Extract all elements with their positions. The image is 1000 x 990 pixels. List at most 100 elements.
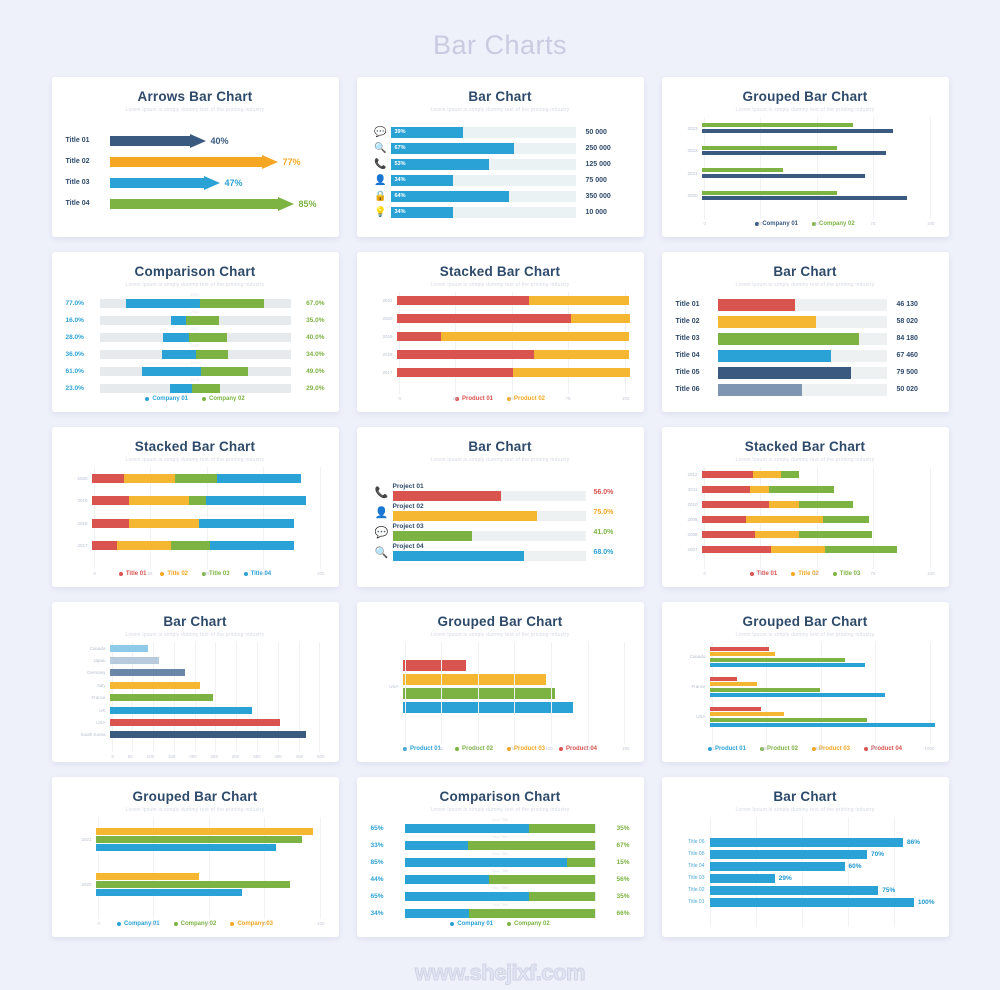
watermark: www.shejixf.com — [414, 960, 586, 986]
card-grouped-bar-chart-companies[interactable]: Grouped Bar Chart Lorem Ipsum is simply … — [51, 777, 339, 937]
legend-item[interactable]: Company 02 — [812, 221, 855, 227]
bar-value: 60% — [848, 862, 862, 870]
charts-grid: Arrows Bar Chart Lorem Ipsum is simply d… — [0, 71, 1000, 946]
bar-fill — [109, 731, 307, 739]
legend-item[interactable]: Title 03 — [202, 571, 230, 577]
category-label: Your Title — [491, 868, 509, 873]
legend-item[interactable]: Product 03 — [507, 746, 545, 752]
legend-item[interactable]: Company 02 — [507, 921, 550, 927]
card-title: Arrows Bar Chart — [137, 89, 253, 104]
chart-area: 💬 39% 50 000 🔍 67% 250 000 📞 53% 125 000… — [371, 117, 630, 227]
bar-fill — [709, 873, 775, 883]
table-row: USA — [66, 718, 325, 726]
seg-product-01 — [396, 314, 572, 324]
legend-item[interactable]: Company 01 — [755, 221, 798, 227]
bar-product-04 — [709, 646, 770, 651]
legend-item[interactable]: Company 01 — [145, 396, 188, 402]
axis-tick: 0 — [97, 921, 101, 926]
category-label: Your Title — [491, 885, 509, 890]
seg-title-01 — [701, 500, 770, 508]
left-value: 44% — [370, 876, 384, 883]
x-axis: 0 25 50 75 100 — [371, 396, 630, 401]
bar-fill — [109, 657, 159, 665]
x-axis: 0 25 50 75 100 — [676, 571, 935, 576]
category-label: 2017 — [77, 543, 88, 549]
plot: 2020 2019 2018 2017 — [66, 467, 325, 569]
legend-item[interactable]: Title 02 — [791, 571, 819, 577]
bar-track — [392, 551, 586, 561]
bar-fill — [709, 897, 914, 907]
card-grouped-bar-chart-countries[interactable]: Grouped Bar Chart Lorem Ipsum is simply … — [661, 602, 949, 762]
card-country-bar-chart[interactable]: Bar Chart Lorem Ipsum is simply dummy te… — [51, 602, 339, 762]
bar-company-02 — [701, 190, 837, 195]
legend-item[interactable]: Company 02 — [173, 921, 216, 927]
legend-item[interactable]: Title 02 — [160, 571, 188, 577]
bar-company-02 — [701, 145, 837, 150]
bar-percent: 64% — [394, 193, 406, 199]
arrow-bar-wrap: 40% — [109, 133, 325, 148]
bar-company-02 — [189, 333, 228, 342]
card-grouped-bar-chart-usa[interactable]: Grouped Bar Chart Lorem Ipsum is simply … — [356, 602, 644, 762]
card-grouped-bar-chart-years[interactable]: Grouped Bar Chart Lorem Ipsum is simply … — [661, 77, 949, 237]
legend-item[interactable]: Company 03 — [230, 921, 273, 927]
row-value: 50 020 — [896, 386, 918, 393]
legend-item[interactable]: Product 01 — [454, 396, 493, 402]
legend-item[interactable]: Company 02 — [202, 396, 245, 402]
legend-item[interactable]: Company 01 — [116, 921, 160, 927]
legend-item[interactable]: Title 03 — [832, 571, 860, 577]
table-row: 23.0% 29.0% — [66, 384, 325, 393]
left-value: 33% — [370, 842, 384, 849]
axis-tick: 25 — [437, 746, 443, 751]
plot: 2021 2020 — [66, 817, 325, 919]
legend-item[interactable]: Product 04 — [559, 746, 597, 752]
legend-item[interactable]: Product 02 — [454, 746, 493, 752]
table-row: 🔍 Project 04 68.0% — [371, 543, 630, 561]
legend-item[interactable]: Product 01 — [707, 746, 746, 752]
chart-area: Your Title 65% 35% Your Title 33% 67% — [371, 817, 630, 919]
stack-row: 2022 — [371, 292, 630, 310]
bar-company-01 — [95, 843, 277, 851]
arrow-bar — [109, 175, 220, 190]
bar-track — [717, 383, 887, 396]
card-stacked-bar-chart-4titles[interactable]: Stacked Bar Chart Lorem Ipsum is simply … — [51, 427, 339, 587]
bar-company-01 — [404, 841, 468, 850]
legend-item[interactable]: Title 01 — [118, 571, 146, 577]
comparison-group: 2020 36.0% 34.0% — [66, 343, 325, 360]
seg-title-04 — [198, 518, 295, 528]
bar-track: 34% — [390, 174, 576, 186]
chart-area: 2012 2011 2010 2009 — [676, 467, 935, 576]
legend-item[interactable]: Product 03 — [812, 746, 850, 752]
axis-tick: 0 — [93, 571, 97, 576]
bar-company-01 — [701, 196, 907, 201]
legend-dot — [116, 922, 121, 926]
right-value: 35.0% — [306, 317, 325, 324]
axis-tick: 50 — [203, 571, 209, 576]
legend-item[interactable]: Company 01 — [450, 921, 493, 927]
card-bar-chart-titles-values[interactable]: Bar Chart Lorem Ipsum is simply dummy te… — [661, 252, 949, 412]
legend-item[interactable]: Title 04 — [243, 571, 271, 577]
card-comparison-chart-years[interactable]: Comparison Chart Lorem Ipsum is simply d… — [51, 252, 339, 412]
row-value: 58 020 — [896, 318, 918, 325]
card-arrows-bar-chart[interactable]: Arrows Bar Chart Lorem Ipsum is simply d… — [51, 77, 339, 237]
legend-item[interactable]: Product 01 — [402, 746, 441, 752]
legend-item[interactable]: Product 02 — [759, 746, 798, 752]
legend-item[interactable]: Product 04 — [864, 746, 902, 752]
card-project-bar-chart[interactable]: Bar Chart Lorem Ipsum is simply dummy te… — [356, 427, 644, 587]
axis-tick: 0 — [711, 746, 715, 751]
card-stacked-bar-chart-3titles[interactable]: Stacked Bar Chart Lorem Ipsum is simply … — [661, 427, 949, 587]
legend-item[interactable]: Title 01 — [749, 571, 777, 577]
icon-bar-rows: 💬 39% 50 000 🔍 67% 250 000 📞 53% 125 000… — [371, 117, 630, 227]
bar-company-02 — [566, 858, 596, 867]
bar-company-02 — [528, 824, 596, 833]
axis-tick: 75 — [260, 571, 266, 576]
card-subtitle: Lorem Ipsum is simply dummy text of the … — [735, 107, 875, 113]
category-label: USA — [696, 714, 706, 720]
card-bar-chart-titles-pct[interactable]: Bar Chart Lorem Ipsum is simply dummy te… — [661, 777, 949, 937]
legend-item[interactable]: Product 02 — [507, 396, 545, 402]
bars — [701, 190, 935, 201]
card-stacked-bar-chart-products[interactable]: Stacked Bar Chart Lorem Ipsum is simply … — [356, 252, 644, 412]
card-comparison-chart-pct[interactable]: Comparison Chart Lorem Ipsum is simply d… — [356, 777, 644, 937]
bar-value: 125 000 — [585, 160, 611, 168]
card-icon-bar-chart[interactable]: Bar Chart Lorem Ipsum is simply dummy te… — [356, 77, 644, 237]
bar-company-02 — [195, 350, 229, 359]
